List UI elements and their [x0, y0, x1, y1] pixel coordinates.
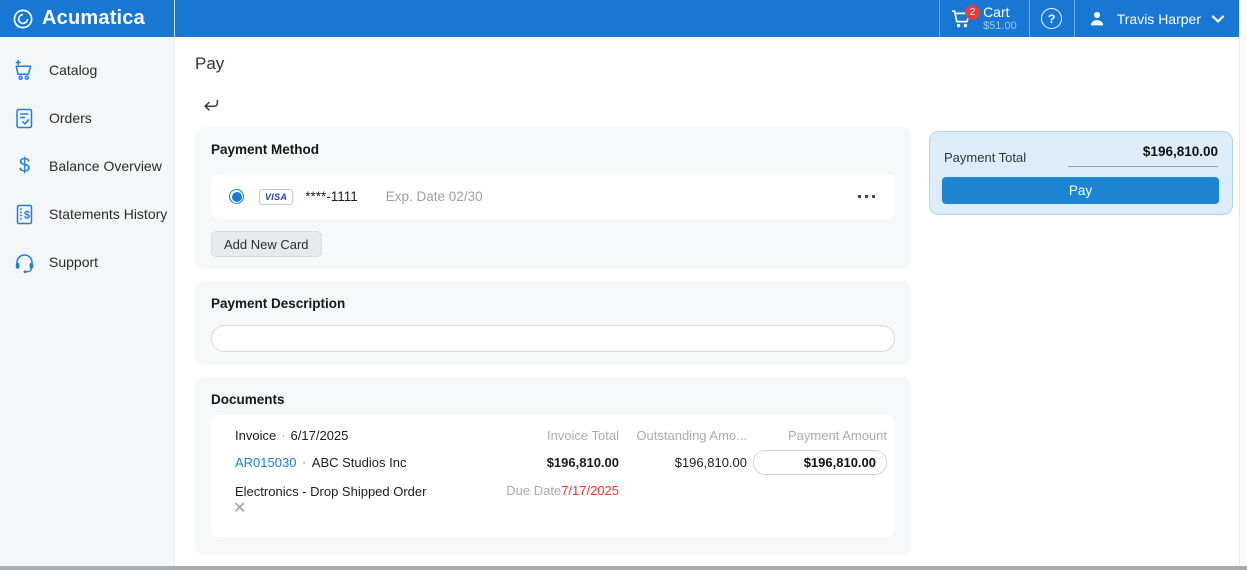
statement-dollar-icon: $: [13, 203, 36, 226]
doc-type: Invoice: [235, 428, 277, 443]
back-arrow-icon: [202, 97, 224, 114]
documents-title: Documents: [211, 392, 285, 407]
sidebar-item-label: Orders: [49, 110, 92, 126]
user-menu[interactable]: Travis Harper: [1073, 0, 1239, 37]
payment-amount-header: Payment Amount: [788, 428, 887, 443]
due-date-cell: Due Date7/17/2025: [489, 482, 619, 500]
page-title: Pay: [195, 54, 225, 73]
outstanding-amount-header: Outstanding Amo...: [636, 428, 747, 443]
payment-method-title: Payment Method: [211, 142, 320, 157]
sidebar-item-label: Support: [49, 254, 99, 270]
payment-amount-input[interactable]: [753, 450, 887, 475]
invoice-row: Invoice · 6/17/2025 Invoice Total Outstand…: [211, 415, 895, 537]
dot-separator: ·: [281, 428, 286, 443]
dot-separator: ·: [301, 453, 307, 471]
pay-button[interactable]: Pay: [942, 177, 1219, 204]
cart-label: Cart: [983, 4, 1010, 21]
invoice-ref-customer: AR015030 · ABC Studios Inc: [235, 454, 489, 472]
payment-method-card: Payment Method VISA ****-1111 Exp. Date …: [195, 127, 911, 269]
headset-icon: [13, 251, 36, 274]
sidebar: Catalog Orders $ Balance Overview $: [0, 37, 175, 570]
sidebar-item-catalog[interactable]: Catalog: [0, 46, 174, 94]
remove-invoice-button[interactable]: ✕: [233, 501, 246, 517]
invoice-ref-link[interactable]: AR015030: [235, 454, 297, 470]
invoice-type-date: Invoice · 6/17/2025: [235, 428, 489, 443]
horizontal-scrollbar[interactable]: [0, 566, 1247, 570]
documents-card: Documents Invoice · 6/17/2025 Invoice Tota…: [195, 377, 911, 555]
cart-plus-icon: [13, 59, 36, 82]
document-check-icon: [13, 107, 36, 130]
sidebar-item-label: Balance Overview: [49, 158, 162, 174]
payment-description-input[interactable]: [211, 325, 895, 352]
back-button[interactable]: [202, 95, 224, 115]
payment-description-title: Payment Description: [211, 296, 346, 311]
cart-amount: $51.00: [983, 20, 1017, 33]
svg-text:$: $: [24, 209, 30, 221]
invoice-description: Electronics - Drop Shipped Order: [235, 483, 427, 499]
sidebar-item-label: Statements History: [49, 206, 168, 222]
sidebar-item-support[interactable]: Support: [0, 238, 174, 286]
cart-badge: 2: [965, 4, 981, 20]
due-date-value: 7/17/2025: [561, 483, 619, 498]
visa-logo: VISA: [259, 188, 294, 205]
help-icon: ?: [1041, 8, 1063, 29]
user-icon: [1087, 9, 1107, 29]
card-expiry: Exp. Date 02/30: [385, 189, 483, 204]
more-options-icon[interactable]: [856, 189, 877, 204]
payment-total-label: Payment Total: [944, 150, 1027, 165]
card-radio-selected[interactable]: [229, 189, 244, 204]
sidebar-item-statements-history[interactable]: $ Statements History: [0, 190, 174, 238]
sidebar-item-balance-overview[interactable]: $ Balance Overview: [0, 142, 174, 190]
user-name: Travis Harper: [1116, 10, 1201, 27]
invoice-total-value: $196,810.00: [546, 455, 619, 470]
cart-button[interactable]: 2 Cart $51.00: [939, 0, 1029, 37]
chevron-down-icon: [1211, 14, 1225, 23]
sidebar-item-orders[interactable]: Orders: [0, 94, 174, 142]
brand-name: Acumatica: [42, 7, 145, 29]
outstanding-amount-value: $196,810.00: [674, 455, 747, 470]
payment-description-card: Payment Description: [195, 281, 911, 365]
payment-summary-panel: Payment Total $196,810.00 Pay: [929, 131, 1233, 215]
saved-card-row[interactable]: VISA ****-1111 Exp. Date 02/30: [211, 174, 895, 219]
customer-name: ABC Studios Inc: [311, 454, 407, 470]
vertical-scrollbar[interactable]: [1239, 0, 1247, 570]
invoice-total-header: Invoice Total: [546, 428, 619, 443]
brand-logo[interactable]: Acumatica: [0, 0, 175, 37]
cart-icon: 2: [950, 4, 981, 30]
topbar: Acumatica 2 Cart $51.00 ?: [0, 0, 1239, 37]
due-date-label: Due Date: [506, 483, 562, 498]
acumatica-logo-icon: [11, 7, 35, 31]
close-icon: ✕: [233, 500, 247, 517]
dollar-icon: $: [18, 154, 31, 177]
doc-date: 6/17/2025: [290, 428, 349, 443]
add-new-card-button[interactable]: Add New Card: [211, 231, 322, 257]
card-number: ****-1111: [305, 189, 358, 204]
topbar-right: 2 Cart $51.00 ? Travis Harper: [939, 0, 1239, 37]
payment-total-value: $196,810.00: [1068, 144, 1218, 167]
help-button[interactable]: ?: [1028, 0, 1074, 37]
sidebar-item-label: Catalog: [49, 62, 98, 78]
